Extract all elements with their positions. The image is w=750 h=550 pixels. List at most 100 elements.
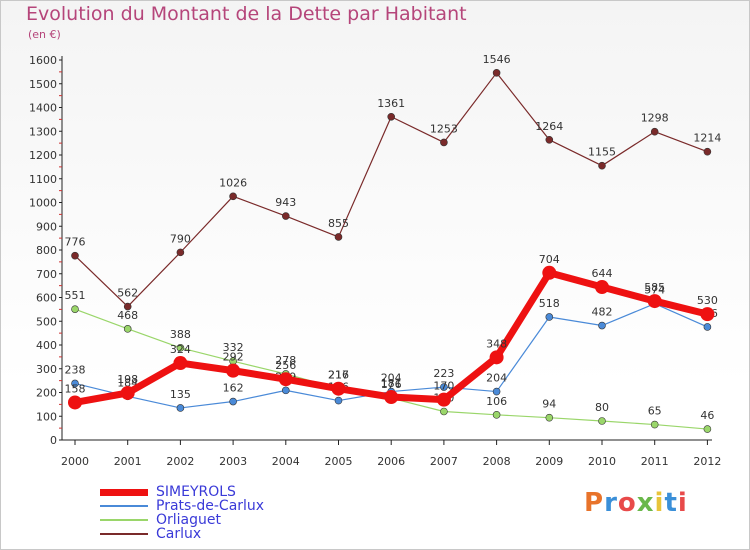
legend-item: SIMEYROLS: [100, 485, 264, 499]
data-label-prats-de-carlux: 135: [170, 388, 191, 401]
data-label-simeyrols: 644: [592, 267, 613, 280]
y-tick-label: 1600: [29, 54, 57, 67]
legend-label: SIMEYROLS: [156, 484, 236, 500]
x-tick-label: 2001: [114, 455, 142, 468]
data-label-carlux: 855: [328, 217, 349, 230]
data-label-prats-de-carlux: 162: [223, 382, 244, 395]
y-tick-label: 500: [36, 315, 57, 328]
y-tick-label: 400: [36, 339, 57, 352]
data-point-carlux: [387, 112, 396, 121]
data-label-simeyrols: 324: [170, 343, 191, 356]
chart-unit-label: (en €): [28, 28, 61, 41]
legend-swatch: [100, 488, 148, 496]
data-point-prats-de-carlux: [598, 321, 606, 330]
data-label-carlux: 943: [275, 196, 296, 209]
y-tick-label: 1300: [29, 125, 57, 138]
data-label-orliaguet: 80: [595, 401, 609, 414]
data-label-simeyrols: 216: [328, 369, 349, 382]
data-label-orliaguet: 94: [542, 398, 556, 411]
data-point-prats-de-carlux: [71, 379, 79, 388]
data-label-orliaguet: 176: [381, 378, 402, 391]
data-point-orliaguet: [440, 407, 448, 416]
legend-item: Carlux: [100, 527, 264, 541]
data-label-carlux: 562: [117, 287, 138, 300]
y-tick-label: 1400: [29, 102, 57, 115]
data-point-simeyrols: [384, 390, 399, 405]
data-point-simeyrols: [120, 385, 135, 400]
data-label-orliaguet: 46: [700, 409, 714, 422]
data-point-simeyrols: [68, 395, 82, 410]
data-point-prats-de-carlux: [334, 396, 343, 405]
x-tick-label: 2009: [535, 455, 563, 468]
y-tick-label: 0: [50, 434, 57, 447]
x-tick-label: 2007: [430, 455, 458, 468]
data-point-simeyrols: [173, 356, 188, 371]
data-point-carlux: [229, 192, 237, 201]
x-tick-label: 2004: [272, 455, 300, 468]
x-tick-label: 2002: [166, 455, 194, 468]
data-label-simeyrols: 585: [644, 281, 665, 294]
data-point-prats-de-carlux: [440, 383, 448, 391]
data-label-simeyrols: 198: [117, 373, 138, 386]
y-tick-label: 600: [36, 292, 57, 305]
data-label-orliaguet: 217: [328, 368, 349, 381]
data-point-carlux: [703, 147, 712, 156]
x-tick-label: 2008: [483, 455, 511, 468]
data-point-orliaguet: [703, 425, 712, 433]
legend-swatch: [100, 519, 148, 521]
data-label-carlux: 1253: [430, 122, 458, 135]
legend-label: Orliaguet: [156, 512, 221, 528]
data-label-orliaguet: 551: [65, 289, 86, 302]
data-label-prats-de-carlux: 204: [381, 372, 402, 385]
data-point-carlux: [71, 251, 79, 260]
data-label-orliaguet: 332: [223, 341, 244, 354]
data-point-orliaguet: [545, 413, 554, 422]
data-label-carlux: 1361: [377, 97, 405, 110]
x-tick-label: 2000: [61, 455, 89, 468]
data-point-prats-de-carlux: [281, 386, 290, 395]
x-tick-label: 2012: [693, 455, 721, 468]
x-tick-label: 2006: [377, 455, 405, 468]
data-point-carlux: [176, 248, 185, 257]
data-point-simeyrols: [489, 350, 504, 365]
data-label-carlux: 1026: [219, 176, 247, 189]
x-tick-label: 2005: [325, 455, 353, 468]
data-label-orliaguet: 468: [117, 309, 138, 322]
y-tick-label: 700: [36, 268, 57, 281]
data-label-simeyrols: 704: [539, 253, 560, 266]
data-label-orliaguet: 278: [275, 354, 296, 367]
x-tick-label: 2003: [219, 455, 247, 468]
proxiti-logo: Proxiti: [584, 488, 688, 518]
data-point-orliaguet: [123, 325, 132, 333]
data-label-simeyrols: 292: [223, 351, 244, 364]
data-point-prats-de-carlux: [229, 397, 237, 406]
data-point-carlux: [334, 233, 343, 241]
data-point-simeyrols: [700, 307, 715, 322]
data-point-prats-de-carlux: [703, 323, 712, 331]
legend-item: Prats-de-Carlux: [100, 499, 264, 513]
data-label-prats-de-carlux: 518: [539, 297, 560, 310]
data-point-carlux: [440, 138, 448, 147]
data-point-carlux: [545, 136, 554, 144]
data-label-carlux: 1264: [535, 120, 563, 133]
data-label-prats-de-carlux: 482: [592, 306, 613, 319]
chart-legend: SIMEYROLS Prats-de-Carlux Orliaguet Carlux: [100, 485, 264, 541]
legend-item: Orliaguet: [100, 513, 264, 527]
data-label-carlux: 776: [65, 236, 86, 249]
data-label-orliaguet: 65: [648, 405, 662, 418]
data-point-simeyrols: [647, 294, 662, 309]
data-label-prats-de-carlux: 223: [433, 367, 454, 380]
data-label-simeyrols: 348: [486, 337, 507, 350]
y-tick-label: 900: [36, 220, 57, 233]
y-tick-label: 300: [36, 363, 57, 376]
y-tick-label: 200: [36, 387, 57, 400]
data-point-simeyrols: [542, 265, 557, 280]
x-tick-label: 2011: [641, 455, 669, 468]
y-tick-label: 1500: [29, 78, 57, 91]
y-tick-label: 1200: [29, 149, 57, 162]
data-label-prats-de-carlux: 204: [486, 372, 507, 385]
chart-title: Evolution du Montant de la Dette par Hab…: [26, 3, 467, 25]
data-point-orliaguet: [176, 344, 185, 352]
data-point-carlux: [650, 127, 659, 136]
